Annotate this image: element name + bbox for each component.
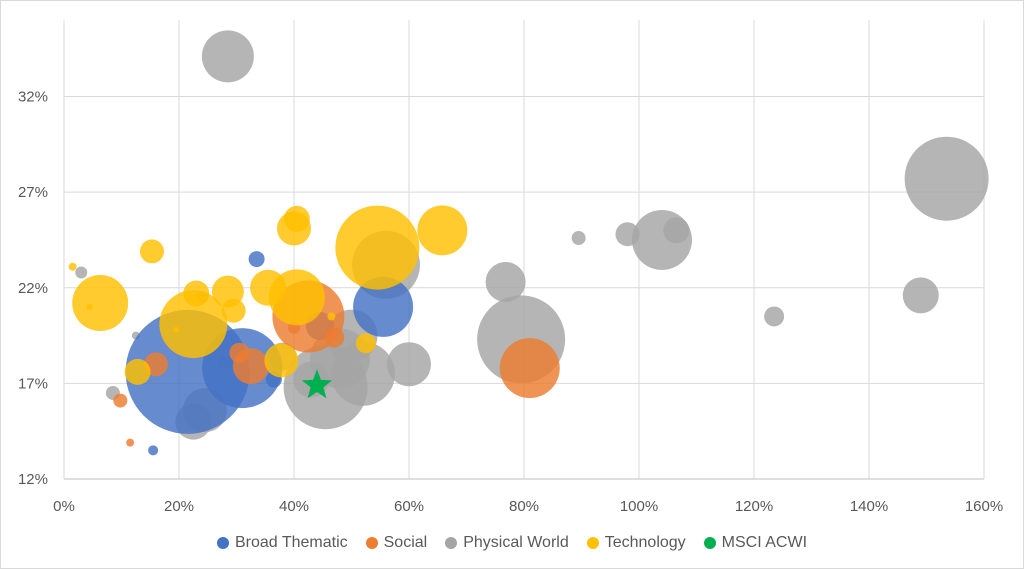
bubbles (68, 30, 989, 456)
technology-bubble (173, 326, 180, 333)
y-tick-label: 27% (18, 184, 48, 201)
legend-marker-social (365, 537, 378, 549)
x-tick-label: 60% (394, 498, 424, 515)
technology-bubble (355, 333, 376, 354)
legend-marker-broad-thematic (216, 537, 229, 549)
x-tick-label: 40% (279, 498, 309, 515)
x-tick-label: 20% (164, 498, 194, 515)
tick-labels: 12% 17% 22% 27% 32% 0% 20% 40% 60% 80% 100% 120% 140… (18, 89, 1003, 516)
technology-bubble (86, 303, 93, 310)
technology-bubble (250, 269, 287, 306)
legend-item-social: Social (365, 534, 428, 552)
legend-marker-physical-world (445, 537, 458, 549)
physical-world-bubble (902, 277, 939, 314)
legend-label: Technology (604, 534, 686, 551)
technology-bubble (68, 262, 77, 271)
broad-thematic-bubble (148, 445, 159, 456)
physical-world-bubble (615, 222, 640, 247)
x-tick-label: 120% (735, 498, 773, 515)
legend: Broad Thematic Social Physical World Techno… (0, 530, 1024, 556)
physical-world-bubble (571, 231, 586, 246)
technology-bubble (277, 211, 311, 246)
legend-item-broad-thematic: Broad Thematic (216, 534, 348, 552)
legend-item-msci-acwi: MSCI ACWI (703, 534, 808, 552)
physical-world-bubble (764, 306, 785, 327)
x-tick-label: 80% (509, 498, 539, 515)
social-bubble (499, 338, 560, 399)
msci-acwi-star-marker (301, 369, 333, 399)
physical-world-bubble (904, 136, 989, 221)
legend-marker-technology (586, 537, 599, 549)
physical-world-bubble (75, 266, 88, 279)
y-tick-label: 12% (18, 471, 48, 488)
physical-world-bubble (485, 262, 526, 303)
legend-marker-msci-acwi (703, 537, 716, 549)
social-bubble (113, 393, 128, 408)
broad-thematic-bubble (248, 251, 265, 268)
x-tick-label: 0% (53, 498, 75, 515)
broad-thematic-bubble (353, 276, 414, 337)
technology-bubble (124, 358, 151, 385)
technology-bubble (335, 205, 420, 290)
legend-label: Broad Thematic (234, 534, 348, 551)
social-bubble (126, 438, 135, 447)
bubble-chart: 12% 17% 22% 27% 32% 0% 20% 40% 60% 80% 100% 120% 140… (18, 20, 1003, 516)
legend-label: Social (383, 534, 428, 551)
x-tick-label: 100% (620, 498, 658, 515)
technology-bubble (417, 205, 468, 256)
y-tick-label: 32% (18, 89, 48, 106)
legend-label: MSCI ACWI (721, 534, 808, 551)
legend-item-technology: Technology (586, 534, 686, 552)
physical-world-bubble (201, 30, 254, 83)
y-tick-label: 17% (18, 375, 48, 392)
physical-world-bubble (387, 342, 431, 387)
social-bubble (324, 327, 345, 348)
x-tick-label: 140% (850, 498, 888, 515)
technology-bubble (327, 312, 336, 321)
x-tick-label: 160% (965, 498, 1003, 515)
legend-item-physical-world: Physical World (445, 534, 569, 552)
social-bubble (229, 342, 250, 363)
technology-bubble (264, 343, 299, 378)
technology-bubble (159, 290, 228, 359)
physical-world-bubble (663, 217, 690, 244)
y-tick-label: 22% (18, 280, 48, 297)
technology-bubble (139, 239, 164, 264)
technology-bubble (72, 275, 129, 332)
technology-bubble (221, 298, 246, 323)
legend-label: Physical World (463, 534, 569, 551)
